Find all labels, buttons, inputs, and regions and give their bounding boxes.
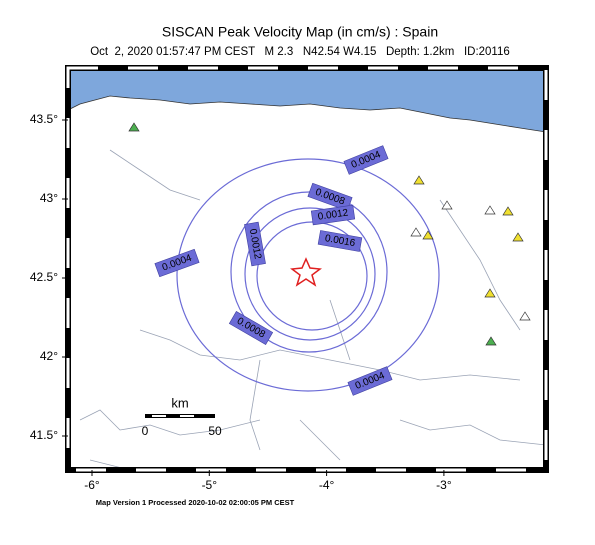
lon-tick-label: -4°	[319, 478, 335, 492]
lat-tick-label: 43.5°	[30, 112, 58, 126]
title: SISCAN Peak Velocity Map (in cm/s) : Spa…	[162, 24, 438, 40]
lat-tick-label: 42.5°	[30, 270, 58, 284]
contour-label-box	[317, 230, 363, 252]
lon-tick-label: -6°	[84, 478, 100, 492]
contour-label-box	[343, 145, 389, 175]
contour-label-box	[347, 366, 393, 396]
contour-label-box	[307, 182, 353, 212]
lat-tick-label: 42°	[40, 349, 58, 363]
contour-label: 0.0012	[310, 204, 356, 226]
sea	[68, 68, 546, 133]
epicenter	[290, 257, 322, 287]
lat-tick-label: 43°	[40, 191, 58, 205]
scale-start: 0	[142, 424, 149, 438]
lon-tick-label: -5°	[202, 478, 218, 492]
map-area: 0.00040.00080.00120.00160.00040.00120.00…	[68, 68, 546, 470]
contour-label-box	[154, 248, 200, 278]
contour-label-text: 0.0012	[247, 228, 263, 260]
stations	[128, 122, 531, 346]
lon-tick-label: -3°	[436, 478, 452, 492]
scale-bar: km 0 50	[142, 395, 222, 438]
contour-label-box	[244, 221, 266, 267]
frame-stripes	[66, 66, 548, 472]
contour-label-text: 0.0016	[324, 233, 356, 249]
contour-label-box	[310, 204, 356, 226]
contour-label: 0.0016	[317, 230, 363, 252]
footer: Map Version 1 Processed 2020-10-02 02:00…	[96, 498, 295, 507]
scale-end: 50	[208, 424, 222, 438]
contour-label-text: 0.0012	[317, 208, 349, 223]
scale-unit: km	[171, 395, 188, 410]
lat-tick-label: 41.5°	[30, 428, 58, 442]
contours	[176, 158, 440, 392]
rivers	[79, 149, 546, 470]
subtitle: Oct 2, 2020 01:57:47 PM CEST M 2.3 N42.5…	[90, 46, 510, 58]
contour-label-box	[228, 311, 274, 345]
contour-label: 0.0012	[244, 221, 266, 267]
